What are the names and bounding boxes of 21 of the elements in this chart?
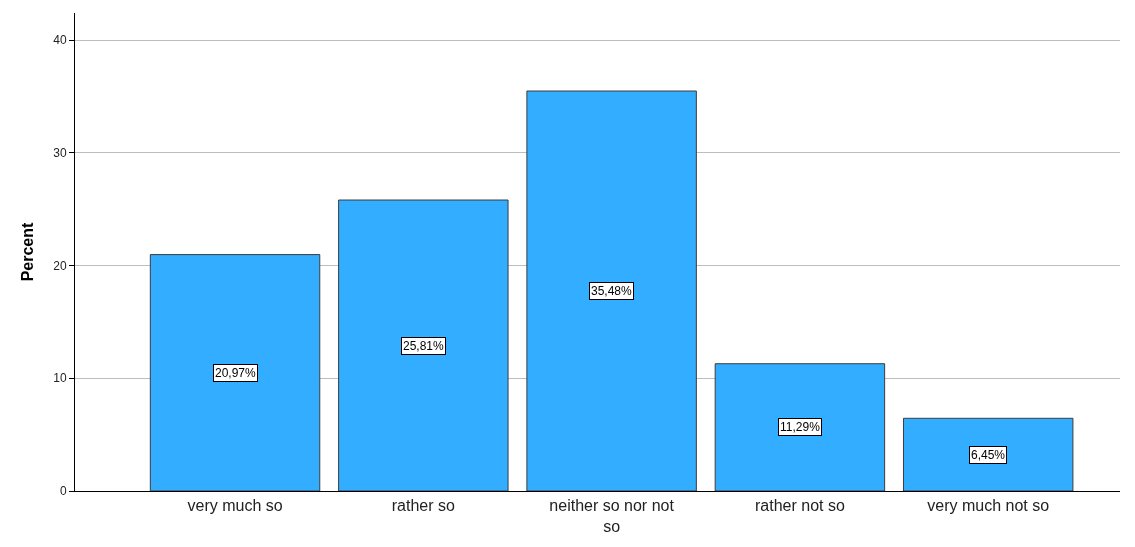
- data-label: 25,81%: [403, 339, 445, 353]
- bar: [149, 254, 321, 491]
- x-tick-label: very much so: [187, 497, 283, 515]
- y-tick-label: 20: [53, 258, 67, 273]
- y-tick-label: 30: [53, 145, 67, 160]
- y-tick-label: 0: [59, 484, 67, 499]
- x-tick-label: neither so nor not so: [549, 497, 675, 535]
- y-tick-label: 10: [53, 371, 67, 386]
- bar: [338, 199, 509, 491]
- bar: [526, 90, 697, 491]
- data-label: 6,45%: [971, 448, 1006, 462]
- bar: [714, 363, 886, 491]
- x-tick-label: very much not so: [927, 497, 1050, 515]
- data-label: 35,48%: [591, 284, 633, 298]
- y-tick-label: 40: [53, 33, 67, 48]
- y-axis-title: Percent: [19, 221, 37, 282]
- data-label: 20,97%: [215, 366, 257, 380]
- data-label: 11,29%: [780, 420, 821, 434]
- x-tick-label: rather so: [391, 497, 455, 515]
- x-tick-label: rather not so: [755, 497, 845, 515]
- bar: [902, 417, 1074, 491]
